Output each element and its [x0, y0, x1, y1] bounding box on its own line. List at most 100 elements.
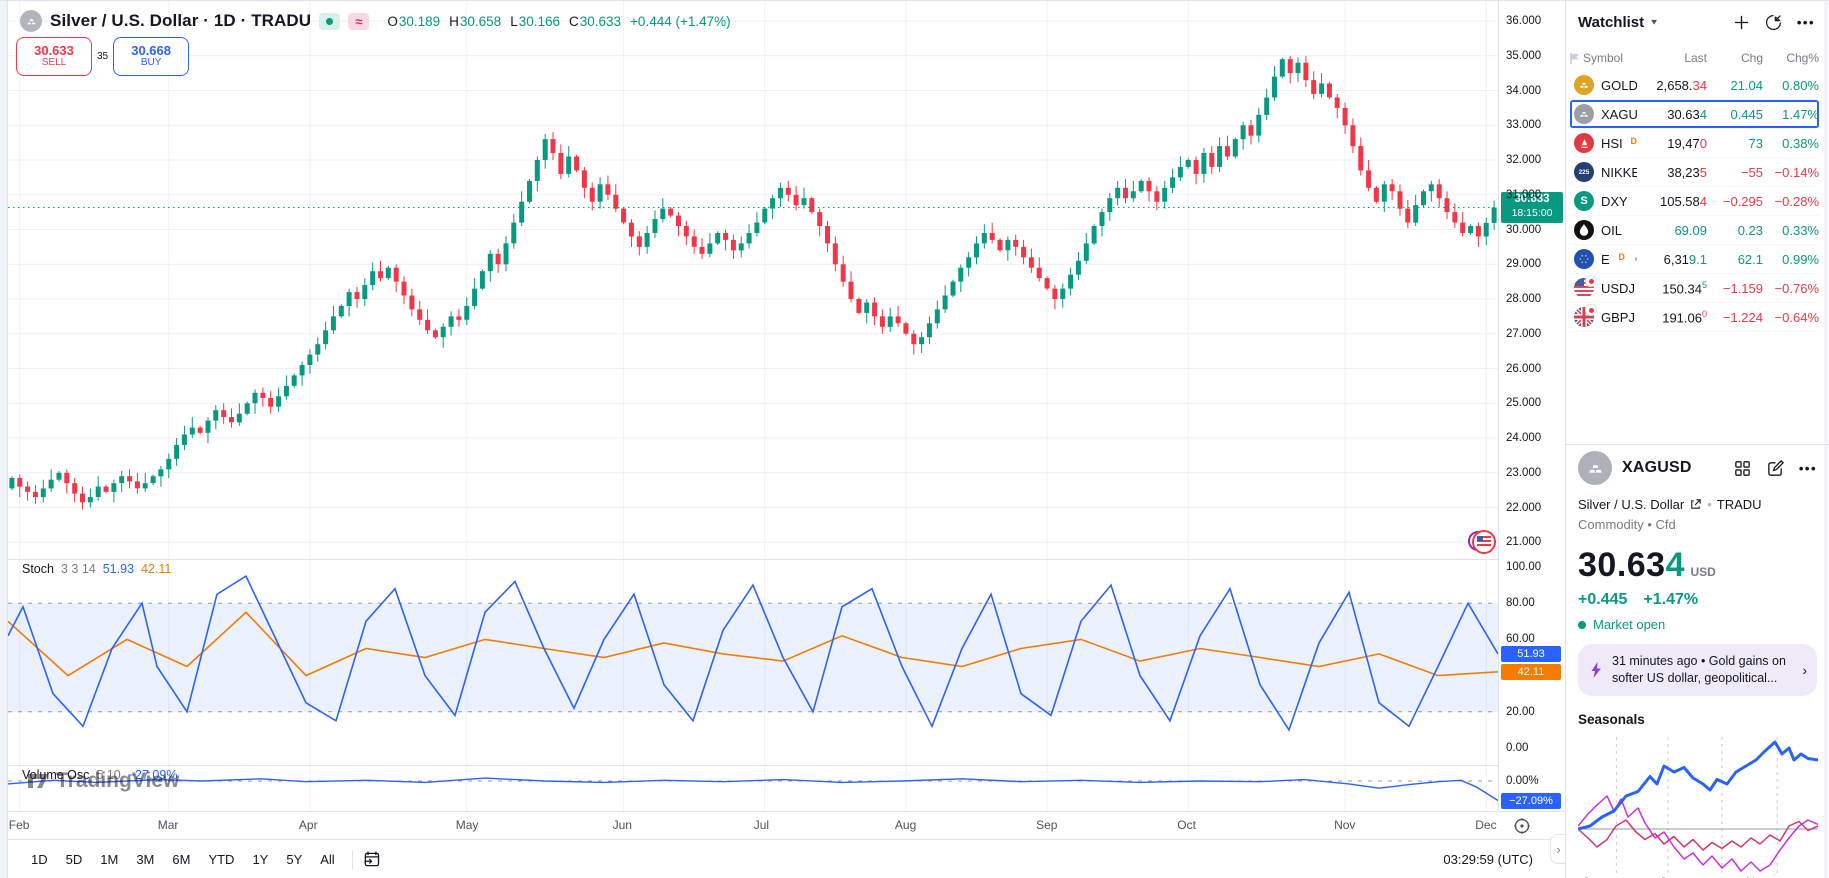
gbpjpy-icon — [1574, 304, 1597, 327]
pane-separator[interactable] — [8, 559, 1565, 560]
current-price-label: 30.633 18:15:00 — [1501, 192, 1563, 223]
detail-exchange[interactable]: TRADU — [1716, 497, 1762, 512]
symbol-title[interactable]: Silver / U.S. Dollar · 1D · TRADU — [50, 11, 312, 30]
price-tick-label: 24.000 — [1506, 432, 1542, 444]
change-value: 73 — [1748, 135, 1763, 151]
change-value: −55 — [1740, 164, 1763, 180]
seasonals-chart[interactable] — [1577, 733, 1819, 873]
pane-separator[interactable] — [8, 765, 1565, 766]
watchlist-more-options-icon[interactable]: ••• — [1796, 15, 1815, 30]
edit-note-icon[interactable] — [1766, 459, 1785, 478]
market-status: Market open — [1578, 617, 1817, 632]
news-item[interactable]: 31 minutes ago • Gold gains on softer US… — [1578, 644, 1817, 696]
change-pct-value: 0.99% — [1782, 251, 1819, 267]
stoch-legend[interactable]: Stoch 3 3 14 51.93 42.11 — [22, 562, 171, 576]
time-axis-settings-icon[interactable] — [1512, 816, 1532, 836]
chart-region[interactable]: Silver / U.S. Dollar · 1D · TRADU ≈ O30.… — [8, 1, 1566, 878]
ohlc-item: O30.189 — [387, 13, 441, 29]
time-axis[interactable]: Feb Mar Apr May Jun Jul Aug Sep Oct Nov Dec — [8, 811, 1565, 839]
col-chg: Chg — [1740, 51, 1763, 65]
watchlist-column-headers[interactable]: Symbol Last Chg Chg% — [1570, 51, 1819, 65]
change-pct-value: 0.33% — [1782, 222, 1819, 238]
dxy-icon: S — [1574, 191, 1594, 211]
seasonals-month-label: Jan — [1583, 875, 1602, 878]
stoch-tick-label: 20.00 — [1506, 705, 1535, 718]
grid-layout-icon[interactable] — [1733, 459, 1752, 478]
detail-more-options-icon[interactable]: ••• — [1798, 460, 1817, 476]
watchlist-row-dxy[interactable]: S DXY 105.584 −0.295 −0.28% — [1570, 187, 1819, 216]
drawing-toolbar-collapsed[interactable] — [0, 1, 8, 878]
stoch-d-axis-label: 42.11 — [1501, 663, 1561, 680]
economic-event-flag-icon[interactable] — [1468, 530, 1496, 554]
sidebar-scrollbar[interactable] — [1824, 1, 1828, 878]
last-value: 6,319.1 — [1663, 251, 1707, 267]
range-button-all[interactable]: All — [320, 852, 335, 867]
watchlist-title-menu[interactable]: Watchlist ▼ — [1578, 14, 1660, 31]
change-pct-value: −0.64% — [1774, 309, 1819, 325]
month-label: Feb — [8, 818, 30, 832]
status-dot-icon — [1634, 257, 1637, 261]
go-to-date-icon[interactable] — [361, 849, 382, 870]
price-tick-label: 36.000 — [1506, 15, 1542, 27]
volume-oscillator-pane[interactable] — [8, 765, 1498, 811]
stoch-tick-label: 80.00 — [1506, 597, 1535, 610]
range-button-6m[interactable]: 6M — [172, 852, 191, 867]
watchlist-row-gbpj[interactable]: GBPJ 191.060 −1.224 −0.64% — [1570, 303, 1819, 332]
stoch-name: Stoch — [22, 562, 54, 576]
seasonals-title: Seasonals — [1578, 711, 1645, 727]
watchlist-row-oil[interactable]: OIL 69.09 0.23 0.33% — [1570, 216, 1819, 245]
stoch-tick-label: 60.00 — [1506, 633, 1535, 646]
change-pct-value: −0.28% — [1774, 193, 1819, 209]
volume-osc-name: Volume Osc — [22, 768, 90, 782]
last-value: 38,235 — [1667, 164, 1707, 180]
detail-name[interactable]: Silver / U.S. Dollar — [1578, 497, 1685, 512]
change-value: 0.445 — [1730, 106, 1763, 122]
stochastic-pane[interactable] — [8, 559, 1498, 765]
performance-donut-icon[interactable] — [1764, 13, 1783, 32]
buy-button[interactable]: 30.668 BUY — [113, 37, 190, 76]
usdjpy-icon — [1574, 275, 1597, 298]
price-tick-label: 26.000 — [1506, 362, 1542, 375]
ohlc-item: H30.658 — [449, 13, 502, 29]
range-button-5d[interactable]: 5D — [65, 852, 83, 867]
market-status-pill[interactable] — [319, 12, 341, 30]
approx-data-pill[interactable]: ≈ — [348, 12, 370, 30]
price-axis[interactable]: 30.633 18:15:00 36.000 35.000 34.000 33.000… — [1498, 1, 1565, 811]
stoch-tick-label: 100.00 — [1506, 561, 1542, 573]
range-button-ytd[interactable]: YTD — [208, 852, 235, 867]
silver-icon — [1574, 104, 1594, 124]
watchlist-row-xagu[interactable]: XAGU 30.634 0.445 1.47% — [1570, 100, 1819, 129]
symbol-name: GOLD — [1601, 77, 1637, 93]
watchlist-row-nikke[interactable]: 225 NIKKE 38,235 −55 −0.14% — [1570, 158, 1819, 187]
watchlist-row-usdj[interactable]: USDJ 150.345 −1.159 −0.76% — [1570, 274, 1819, 303]
gold-icon — [1574, 75, 1594, 95]
news-line2: softer US dollar, geopolitical... — [1612, 670, 1778, 685]
range-button-1y[interactable]: 1Y — [252, 852, 269, 867]
detail-type: Commodity • Cfd — [1578, 517, 1676, 532]
chevron-right-icon: › — [1802, 661, 1807, 678]
volume-tick-label: 0.00% — [1506, 775, 1539, 787]
add-symbol-icon[interactable] — [1733, 14, 1750, 31]
watchlist-row-gold[interactable]: GOLD 2,658.34 21.04 0.80% — [1570, 71, 1819, 100]
watchlist-row-eu[interactable]: EU D 6,319.1 62.1 0.99% — [1570, 245, 1819, 274]
ohlc-values: O30.189 H30.658 L30.166 C30.633 +0.444 (+1.4… — [387, 14, 730, 29]
last-value: 191.060 — [1662, 308, 1707, 326]
panel-divider[interactable] — [1566, 444, 1829, 445]
utc-clock[interactable]: 03:29:59 (UTC) — [1443, 852, 1533, 867]
month-label: Nov — [1334, 818, 1356, 832]
price-tick-label: 22.000 — [1506, 501, 1542, 514]
external-link-icon[interactable] — [1689, 498, 1702, 511]
range-button-3m[interactable]: 3M — [136, 852, 155, 867]
range-button-5y[interactable]: 5Y — [286, 852, 303, 867]
symbol-legend[interactable]: Silver / U.S. Dollar · 1D · TRADU ≈ O30.… — [20, 9, 731, 33]
nikkei-icon: 225 — [1574, 162, 1594, 182]
main-candlestick-pane[interactable] — [8, 1, 1498, 559]
watchlist-row-hsi[interactable]: HSI D 19,470 73 0.38% — [1570, 129, 1819, 158]
detail-change: +0.445 +1.47% — [1578, 591, 1699, 608]
sell-button[interactable]: 30.633 SELL — [16, 37, 92, 76]
volume-osc-legend[interactable]: Volume Osc 5 10 −27.09% — [22, 768, 177, 782]
range-button-1m[interactable]: 1M — [100, 852, 119, 867]
range-button-1d[interactable]: 1D — [31, 852, 48, 867]
sidebar-collapse-handle[interactable]: › — [1550, 834, 1566, 864]
toolbar-divider — [351, 849, 353, 870]
